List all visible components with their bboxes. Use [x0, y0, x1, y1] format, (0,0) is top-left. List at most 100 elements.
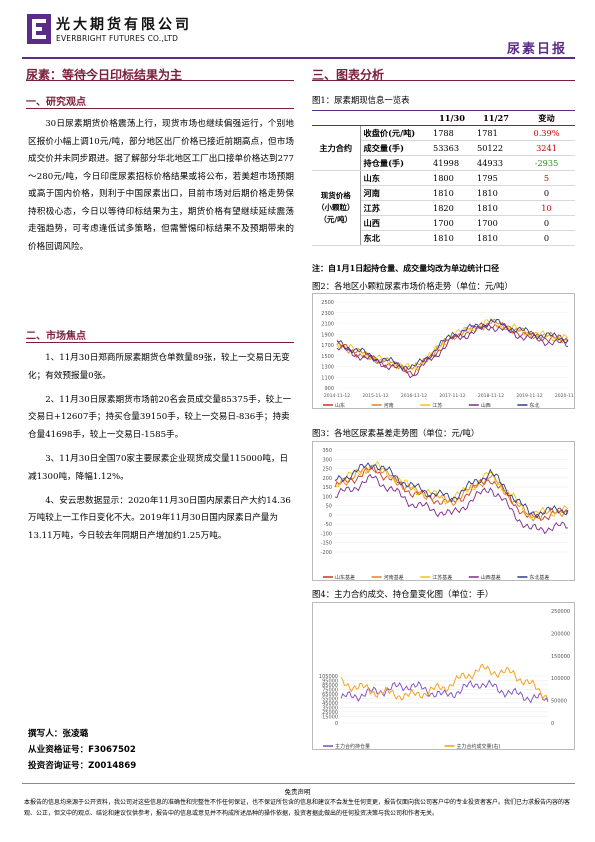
- cell: 41998: [430, 155, 474, 171]
- table-row: 山西 1700 1700 0: [312, 215, 575, 231]
- y-right-tick-label: 150000: [551, 654, 570, 660]
- series-line: [334, 473, 569, 535]
- table-row: 河南 1810 1810 0: [312, 185, 575, 201]
- x-tick-label: 2019-11-12: [516, 393, 542, 399]
- disclaimer-title: 免责声明: [284, 788, 311, 796]
- legend-label: 河南基差: [384, 574, 404, 581]
- y-tick-label: 2500: [321, 300, 334, 306]
- legend-label: 主力合约成交量(右): [457, 743, 501, 750]
- y-right-tick-label: 250000: [551, 609, 570, 615]
- table-row: 成交量(手) 53363 50122 3241: [312, 140, 575, 156]
- cell: 1820: [430, 200, 474, 216]
- research-text: 30日尿素期货价格震荡上行，现货市场也继续偏强运行，个别地区报价小幅上调10元/…: [28, 119, 294, 252]
- cell-change: 10: [518, 200, 575, 216]
- legend-label: 江苏: [432, 402, 442, 409]
- cell: 1700: [474, 215, 518, 231]
- row-label: 山西: [360, 215, 430, 231]
- series-line: [336, 321, 569, 377]
- row-label: 东北: [360, 230, 430, 246]
- author-block: 撰写人：张凌璐 从业资格证号：F3067502 投资咨询证号：Z0014869: [28, 726, 136, 774]
- legend-label: 东北基差: [529, 574, 549, 581]
- table-caption: 图1：尿素期现信息一览表: [312, 95, 410, 105]
- company-name-cn: 光大期货有限公司: [56, 17, 192, 33]
- cell: 1700: [430, 215, 474, 231]
- y-tick-label: 25000: [322, 710, 338, 716]
- x-tick-label: 2020-11-12: [555, 393, 575, 399]
- cell: 1810: [474, 230, 518, 246]
- y-right-tick-label: 200000: [551, 631, 570, 637]
- y-tick-label: 200: [322, 476, 332, 482]
- y-tick-label: 250: [322, 467, 332, 473]
- series-line: [336, 325, 569, 379]
- focus-heading: 二、市场焦点: [26, 331, 86, 342]
- x-tick-label: 2017-11-12: [439, 393, 465, 399]
- table-row: 江苏 1820 1810 10: [312, 200, 575, 216]
- basis-trend-chart: -200 -150 -100 -50 0 50 100 150 200 250 300 350 山东基差…: [312, 441, 575, 581]
- group-spot-price: 现货价格（小颗粒）（元/吨）: [312, 170, 361, 246]
- company-logo-icon: [27, 14, 51, 44]
- cell-change: 5: [518, 170, 575, 186]
- fig3-caption: 图3：各地区尿素基差走势图（单位：元/吨）: [312, 428, 480, 438]
- y-tick-label: -200: [321, 550, 332, 556]
- x-tick-label: 2015-11-12: [362, 393, 388, 399]
- legend-label: 山东: [335, 402, 345, 409]
- legend-label: 山西: [481, 402, 491, 409]
- col-date-1: 11/30: [430, 110, 474, 126]
- series-line: [340, 663, 549, 701]
- focus-heading-underline: [26, 342, 294, 343]
- cell-change: 0: [518, 215, 575, 231]
- cell-change: 3241: [518, 140, 575, 156]
- y-tick-label: 85000: [322, 683, 338, 689]
- cell: 50122: [474, 140, 518, 156]
- focus-item-1: 1、11月30日郑商所尿素期货仓单数量89张，较上一交易日无变化；有效预报量0张…: [28, 353, 290, 381]
- footer-divider: [22, 783, 575, 784]
- series-line: [336, 318, 569, 372]
- y-tick-label: 100: [322, 494, 332, 500]
- research-paragraph: 30日尿素期货价格震荡上行，现货市场也继续偏强运行，个别地区报价小幅上调10元/…: [28, 116, 294, 256]
- price-trend-chart: 900 1100 1300 1500 1700 1900 2100 2300 2500 2014-…: [312, 293, 575, 409]
- y-right-tick-label: 50000: [551, 699, 567, 705]
- header-divider: [22, 57, 575, 59]
- research-heading-underline: [26, 108, 294, 109]
- y-tick-label: 75000: [322, 687, 338, 693]
- y-tick-label: 95000: [322, 678, 338, 684]
- y-tick-label: 1500: [321, 354, 334, 360]
- cell: 1788: [430, 125, 474, 141]
- author-name: 撰写人：张凌璐: [28, 729, 89, 739]
- main-title-underline: [26, 80, 294, 81]
- col-date-2: 11/27: [474, 110, 518, 126]
- y-tick-label: 2300: [321, 311, 334, 317]
- y-tick-label: 50: [326, 504, 332, 510]
- cell: 1800: [430, 170, 474, 186]
- y-right-tick-label: 0: [551, 721, 554, 727]
- legend-label: 江苏基差: [432, 574, 452, 581]
- cell: 1810: [430, 230, 474, 246]
- chart-section-title: 三、图表分析: [312, 68, 385, 82]
- series-line: [336, 318, 569, 371]
- y-tick-label: 2100: [321, 322, 334, 328]
- y-tick-label: 0: [329, 513, 332, 519]
- legend-label: 东北: [529, 402, 539, 409]
- y-tick-label: 1100: [321, 375, 334, 381]
- y-tick-label: 105000: [319, 674, 338, 680]
- research-heading: 一、研究观点: [26, 97, 86, 108]
- legend-label: 主力合约持仓量: [335, 743, 370, 750]
- x-tick-label: 2016-11-12: [401, 393, 427, 399]
- report-title: 尿素日报: [506, 42, 567, 57]
- row-label: 持仓量(手): [360, 155, 430, 171]
- focus-list: 1、11月30日郑商所尿素期货仓单数量89张，较上一交易日无变化；有效预报量0张…: [28, 350, 294, 552]
- cell: 1810: [474, 185, 518, 201]
- cell-change: -2935: [518, 155, 575, 171]
- y-tick-label: 35000: [322, 705, 338, 711]
- y-tick-label: 150: [322, 485, 332, 491]
- series-line: [340, 679, 549, 704]
- y-tick-label: 55000: [322, 696, 338, 702]
- company-name-en: EVERBRIGHT FUTURES CO.,LTD: [56, 34, 179, 43]
- fig4-caption: 图4：主力合约成交、持仓量变化图（单位：手）: [312, 589, 494, 599]
- chart-section-underline: [312, 80, 575, 81]
- table-row: 主力合约 收盘价(元/吨) 1788 1781 0.39%: [312, 125, 575, 171]
- legend-label: 河南: [384, 402, 394, 409]
- cell: 53363: [430, 140, 474, 156]
- row-label: 河南: [360, 185, 430, 201]
- y-tick-label: -100: [321, 531, 332, 537]
